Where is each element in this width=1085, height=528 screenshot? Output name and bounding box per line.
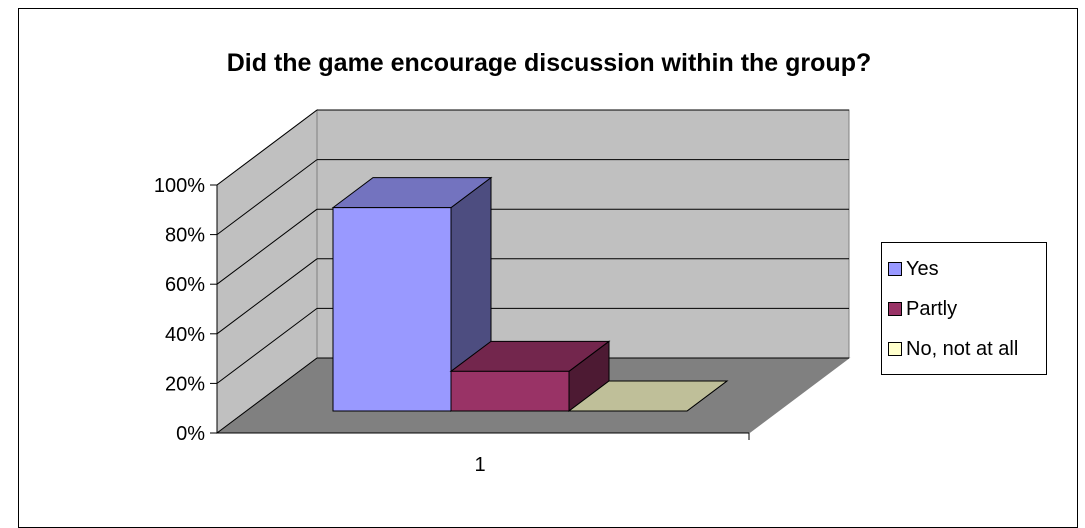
y-tick-label: 0% <box>176 423 205 445</box>
legend-swatch <box>888 262 902 276</box>
legend-item: Yes <box>888 257 939 281</box>
bar-top-no-not-at-all <box>567 380 729 412</box>
legend-label: Yes <box>906 257 939 280</box>
gridline-side <box>216 109 318 186</box>
chart-frame: Did the game encourage discussion within… <box>18 8 1078 528</box>
legend-item: Partly <box>888 297 957 321</box>
legend-swatch <box>888 342 902 356</box>
y-tick-label: 60% <box>165 274 205 296</box>
y-tick-label: 80% <box>165 225 205 247</box>
bar-yes <box>332 207 452 412</box>
legend: Yes Partly No, not at all <box>881 242 1047 375</box>
x-tick-label: 1 <box>474 454 485 476</box>
legend-label: Partly <box>906 297 958 320</box>
chart-title: Did the game encourage discussion within… <box>226 49 872 77</box>
legend-swatch <box>888 302 902 316</box>
chart-plot: 0% 20% 40% 60% 80% 100% 1 <box>154 109 851 476</box>
y-tick-label: 100% <box>154 175 205 197</box>
gridline-side <box>216 357 318 434</box>
gridline-side <box>216 159 318 236</box>
gridline-side <box>216 307 318 384</box>
gridline-side <box>216 258 318 335</box>
legend-label: No, not at all <box>906 337 1019 360</box>
legend-item: No, not at all <box>888 337 1018 361</box>
y-tick-label: 20% <box>165 373 205 395</box>
y-tick-label: 40% <box>165 324 205 346</box>
bar-partly <box>450 370 570 412</box>
gridline-side <box>216 208 318 285</box>
